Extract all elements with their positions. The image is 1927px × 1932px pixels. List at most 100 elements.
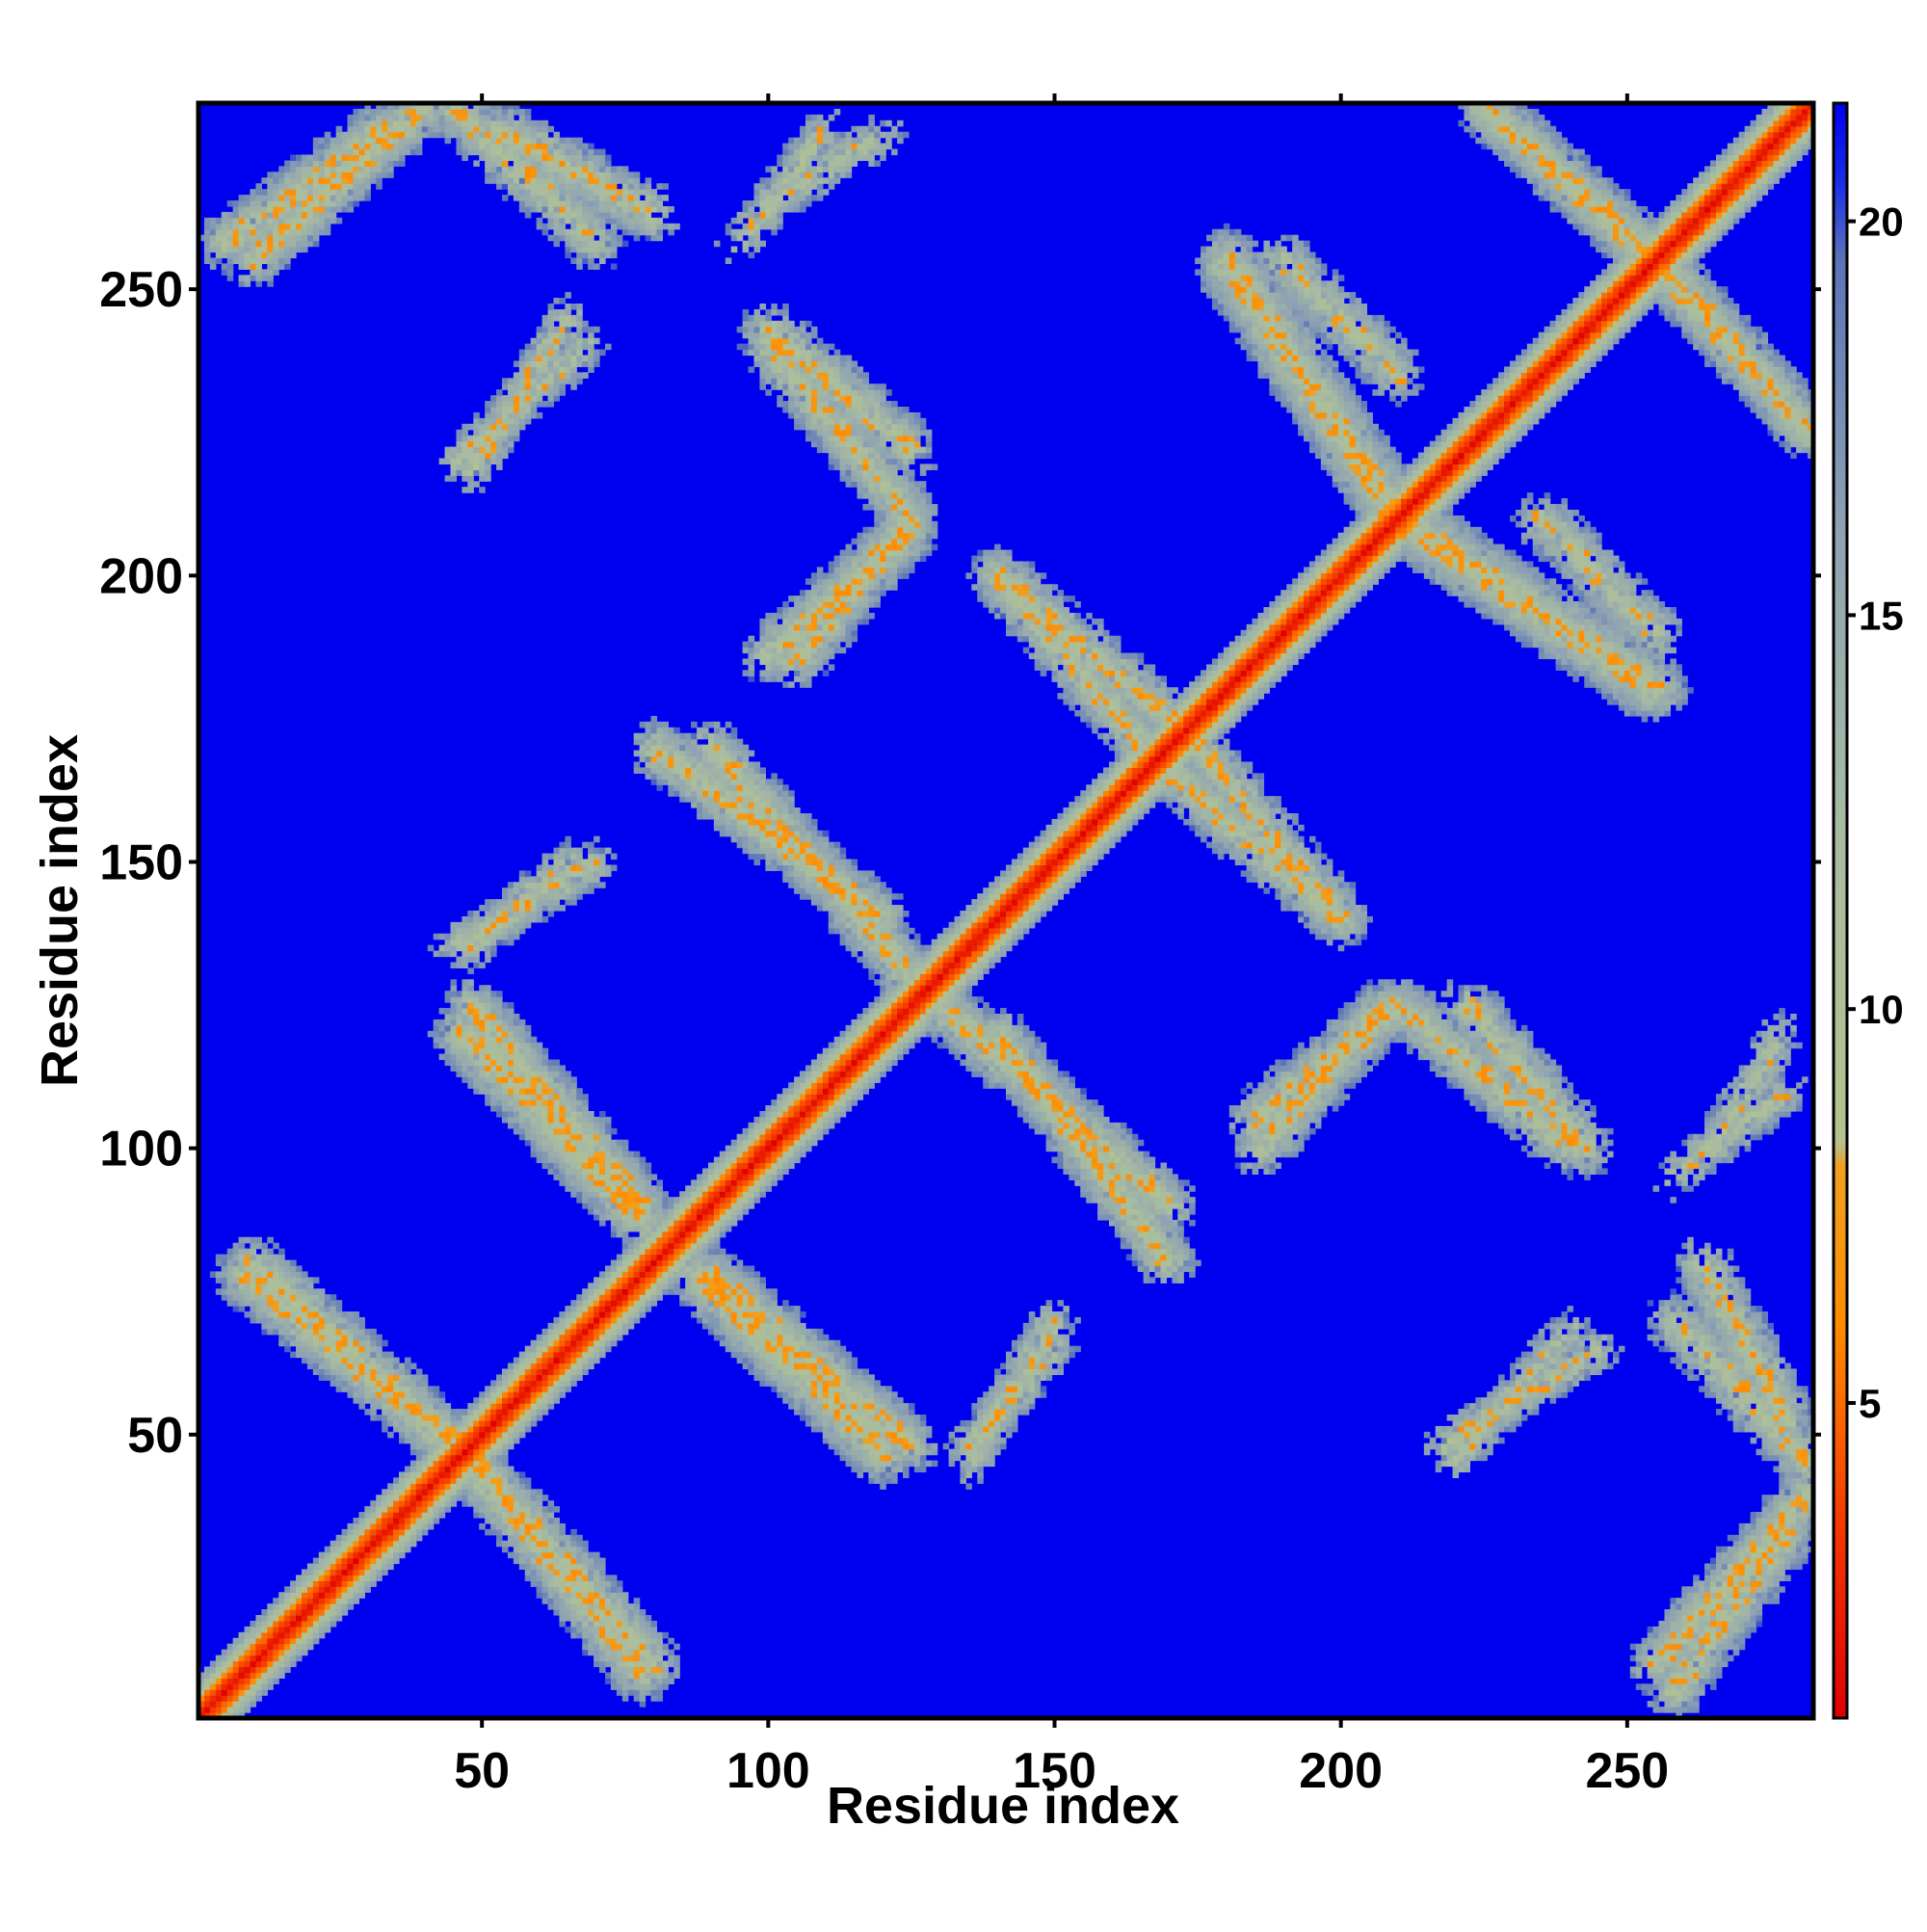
heatmap-cell (335, 1586, 343, 1593)
heatmap-cell (341, 1540, 349, 1548)
heatmap-cell (633, 1598, 641, 1604)
heatmap-cell (501, 125, 509, 133)
heatmap-cell (604, 1678, 612, 1684)
heatmap-cell (501, 1047, 509, 1055)
heatmap-cell (570, 899, 577, 906)
heatmap-cell (456, 933, 462, 940)
heatmap-cell (473, 417, 480, 425)
heatmap-cell (656, 738, 663, 746)
heatmap-cell (616, 1145, 623, 1152)
heatmap-cell (364, 195, 371, 201)
heatmap-cell (639, 1695, 647, 1702)
heatmap-cell (570, 887, 577, 894)
heatmap-cell (599, 1283, 606, 1289)
heatmap-cell (685, 1225, 692, 1232)
heatmap-cell (393, 1557, 400, 1565)
heatmap-cell (490, 933, 497, 940)
heatmap-cell (301, 1626, 308, 1633)
heatmap-cell (255, 183, 262, 190)
heatmap-cell (438, 1419, 446, 1427)
heatmap-cell (485, 1448, 491, 1456)
heatmap-cell (576, 1598, 583, 1604)
heatmap-cell (330, 1586, 337, 1593)
heatmap-cell (673, 761, 680, 769)
heatmap-cell (524, 1042, 532, 1049)
heatmap-cell (250, 1678, 257, 1684)
heatmap-cell (496, 1522, 503, 1530)
heatmap-cell (547, 1065, 555, 1072)
heatmap-cell (250, 269, 257, 276)
heatmap-cell (536, 1506, 543, 1513)
heatmap-cell (244, 1283, 251, 1289)
heatmap-cell (479, 944, 486, 952)
heatmap-cell (387, 1517, 394, 1524)
heatmap-cell (255, 1695, 262, 1702)
heatmap-cell (261, 1300, 268, 1307)
heatmap-cell (616, 223, 623, 230)
heatmap-cell (415, 1409, 423, 1416)
heatmap-cell (524, 1030, 532, 1038)
heatmap-cell (330, 217, 337, 225)
heatmap-cell (599, 183, 606, 190)
heatmap-cell (393, 1489, 400, 1495)
heatmap-cell (387, 1351, 394, 1359)
heatmap-cell (513, 1116, 520, 1124)
heatmap-cell (576, 1099, 583, 1106)
heatmap-cell (324, 1546, 331, 1553)
heatmap-cell (599, 1643, 606, 1651)
heatmap-cell (524, 1082, 532, 1089)
heatmap-cell (621, 1306, 629, 1312)
heatmap-cell (576, 1345, 583, 1353)
heatmap-cell (273, 1654, 279, 1662)
heatmap-cell (582, 1626, 589, 1633)
heatmap-cell (221, 1707, 228, 1713)
heatmap-cell (513, 1019, 520, 1026)
heatmap-cell (507, 1008, 515, 1015)
heatmap-cell (232, 1672, 240, 1679)
heatmap-cell (536, 143, 543, 150)
heatmap-cell (639, 1271, 647, 1278)
heatmap-cell (541, 853, 549, 860)
heatmap-cell (576, 263, 583, 270)
heatmap-cell (244, 1678, 251, 1684)
heatmap-cell (473, 1082, 480, 1089)
heatmap-cell (633, 1306, 641, 1312)
heatmap-cell (318, 205, 326, 213)
heatmap-cell (209, 257, 217, 265)
heatmap-cell (553, 143, 561, 150)
heatmap-cell (444, 944, 452, 952)
heatmap-cell (530, 1397, 538, 1404)
heatmap-cell (650, 1254, 658, 1261)
heatmap-cell (685, 790, 692, 797)
heatmap-cell (479, 1483, 486, 1490)
heatmap-cell (318, 177, 326, 184)
heatmap-cell (610, 1322, 618, 1330)
heatmap-cell (507, 125, 515, 133)
heatmap-cell (524, 1036, 532, 1044)
heatmap-cell (456, 463, 462, 470)
heatmap-cell (473, 1065, 480, 1072)
heatmap-cell (301, 1357, 308, 1364)
heatmap-cell (507, 1551, 515, 1559)
heatmap-cell (330, 160, 337, 167)
heatmap-cell (576, 1592, 583, 1599)
heatmap-cell (399, 1368, 406, 1375)
heatmap-cell (301, 1339, 308, 1347)
heatmap-cell (570, 1626, 577, 1633)
heatmap-cell (238, 1242, 246, 1250)
heatmap-cell (467, 1415, 474, 1421)
heatmap-cell (399, 125, 406, 133)
heatmap-cell (668, 1248, 674, 1256)
heatmap-cell (650, 195, 658, 201)
heatmap-cell (330, 1328, 337, 1336)
heatmap-cell (415, 1397, 423, 1404)
heatmap-cell (673, 790, 680, 797)
heatmap-cell (267, 1277, 274, 1284)
heatmap-cell (524, 1425, 532, 1433)
heatmap-cell (610, 1191, 618, 1198)
heatmap-cell (370, 1351, 377, 1359)
heatmap-cell (404, 125, 411, 133)
heatmap-cell (485, 1065, 491, 1072)
heatmap-cell (382, 143, 388, 150)
heatmap-cell (301, 1592, 308, 1599)
